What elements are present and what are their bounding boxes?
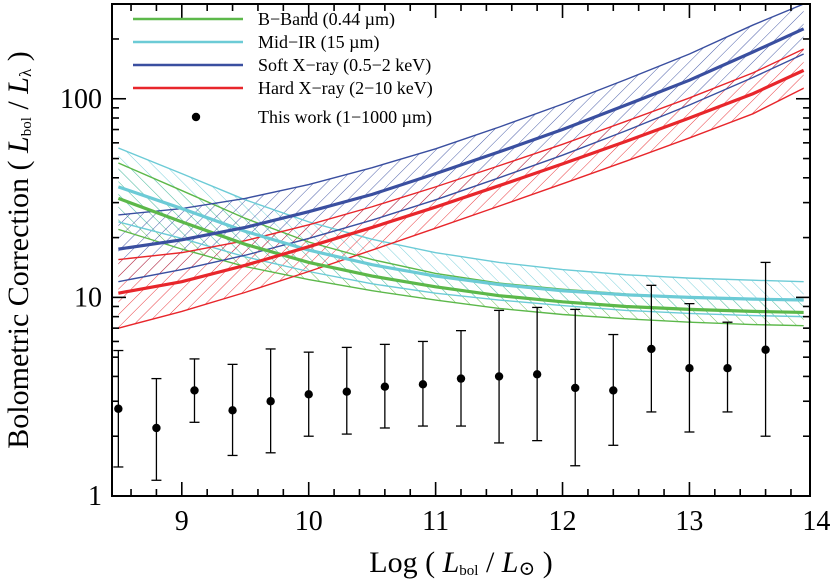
data-point-group-5 bbox=[265, 348, 276, 454]
data-point-group-17 bbox=[722, 321, 733, 413]
legend-marker-this-work bbox=[191, 112, 201, 122]
data-point bbox=[761, 345, 770, 354]
data-point-group-7 bbox=[341, 346, 352, 435]
data-point-group-8 bbox=[379, 343, 390, 429]
legend-entry-hard-xray: Hard X−ray (2−10 keV) bbox=[133, 78, 433, 99]
data-point bbox=[685, 363, 694, 373]
data-point-group-16 bbox=[684, 302, 695, 433]
hard-xray-series-line bbox=[118, 68, 805, 295]
x-tick-label: 11 bbox=[422, 506, 449, 537]
legend-label-mid-ir: Mid−IR (15 µm) bbox=[258, 32, 380, 53]
y-tick-label: 10 bbox=[74, 282, 102, 313]
data-point bbox=[190, 386, 199, 395]
data-point bbox=[304, 390, 313, 399]
data-point bbox=[114, 404, 123, 413]
data-point bbox=[494, 372, 504, 381]
soft-xray-series-line bbox=[118, 27, 805, 251]
data-point bbox=[418, 380, 428, 389]
x-tick-label: 13 bbox=[675, 506, 703, 537]
legend-entry-mid-ir: Mid−IR (15 µm) bbox=[133, 32, 380, 53]
legend-entry-this-work: This work (1−1000 µm) bbox=[191, 107, 432, 128]
data-point bbox=[647, 344, 656, 354]
data-point bbox=[380, 382, 390, 391]
legend-label-this-work: This work (1−1000 µm) bbox=[258, 107, 432, 128]
hard-xray-band-lower-edge bbox=[118, 87, 804, 329]
mid-ir-band-lower-edge bbox=[118, 221, 804, 318]
x-tick-label: 10 bbox=[295, 506, 323, 537]
y-tick-label: 100 bbox=[60, 84, 102, 115]
hard-xray-band-upper-edge bbox=[118, 48, 804, 261]
data-point-group-11 bbox=[494, 309, 505, 444]
legend-label-hard-xray: Hard X−ray (2−10 keV) bbox=[258, 78, 433, 99]
data-point-group-6 bbox=[303, 351, 314, 437]
mid-ir-band-upper-edge bbox=[118, 147, 804, 283]
soft-xray-band-upper-edge bbox=[118, 4, 804, 216]
data-point-group-18 bbox=[760, 261, 771, 437]
data-point bbox=[266, 397, 275, 406]
mid-ir-series-line bbox=[117, 185, 804, 302]
legend: B−Band (0.44 µm)Mid−IR (15 µm)Soft X−ray… bbox=[133, 9, 433, 128]
data-points bbox=[113, 261, 771, 481]
data-point-group-4 bbox=[227, 363, 238, 457]
data-point-group-14 bbox=[608, 333, 619, 446]
data-point bbox=[152, 423, 161, 433]
data-point-group-3 bbox=[189, 358, 200, 423]
x-tick-label: 12 bbox=[549, 506, 577, 537]
data-point bbox=[571, 383, 580, 393]
soft-xray-band-lower-edge bbox=[118, 53, 804, 283]
data-point bbox=[723, 363, 732, 373]
legend-entry-b-band: B−Band (0.44 µm) bbox=[133, 9, 395, 30]
data-point bbox=[532, 370, 542, 379]
data-point-group-13 bbox=[570, 308, 581, 467]
data-point-group-15 bbox=[646, 284, 657, 413]
b-band-series-line bbox=[117, 196, 804, 315]
legend-label-soft-xray: Soft X−ray (0.5−2 keV) bbox=[258, 55, 431, 76]
b-band-band-lower-edge bbox=[118, 228, 804, 327]
x-tick-label: 9 bbox=[175, 506, 189, 537]
data-point-group-2 bbox=[151, 377, 162, 481]
data-point bbox=[456, 374, 466, 383]
legend-label-b-band: B−Band (0.44 µm) bbox=[258, 9, 395, 30]
x-axis-label: Log ( Lbol / L⊙ ) bbox=[369, 546, 552, 580]
data-point bbox=[228, 406, 237, 415]
legend-entry-soft-xray: Soft X−ray (0.5−2 keV) bbox=[133, 55, 431, 76]
data-point bbox=[342, 387, 351, 396]
y-axis-label: Bolometric Correction ( Lbol / Lλ ) bbox=[2, 51, 35, 448]
data-point-group-1 bbox=[113, 349, 124, 468]
soft-xray-band-fill bbox=[118, 4, 804, 282]
data-point-group-9 bbox=[417, 340, 428, 427]
x-tick-label: 14 bbox=[802, 506, 830, 537]
y-tick-label: 1 bbox=[88, 481, 102, 512]
data-point-group-10 bbox=[456, 329, 466, 427]
data-point bbox=[609, 386, 618, 395]
axis-ticks: 9 10 11 12 13 14 1 10 100 bbox=[60, 3, 830, 537]
series-lines bbox=[117, 4, 805, 329]
data-point-group-12 bbox=[532, 306, 543, 442]
